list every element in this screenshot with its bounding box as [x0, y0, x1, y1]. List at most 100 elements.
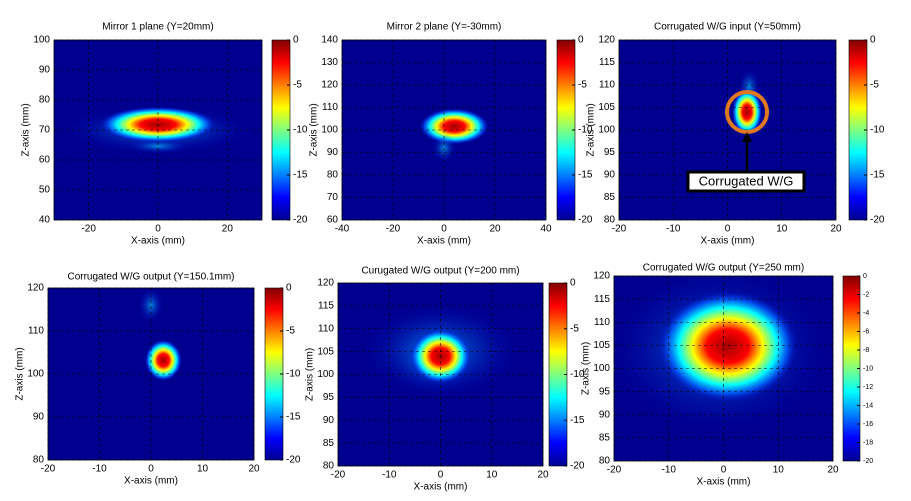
colorbar-tick-label: -15 — [293, 170, 308, 181]
y-tick-label: 60 — [327, 215, 339, 226]
x-tick-label: -40 — [335, 224, 350, 235]
annotation-box — [686, 170, 806, 193]
plot-frame — [337, 282, 544, 467]
x-tick-label: 20 — [537, 470, 549, 481]
x-axis-label: X-axis (mm) — [414, 482, 468, 493]
beam-spot — [144, 339, 182, 381]
x-tick-label: -20 — [81, 224, 96, 235]
y-tick-label: 90 — [33, 412, 45, 423]
annotation: Corrugated W/G — [699, 173, 794, 188]
y-tick-label: 115 — [318, 301, 334, 312]
y-tick-label: 90 — [604, 170, 616, 181]
colorbar-tick-label: -20 — [286, 455, 301, 466]
y-tick-label: 100 — [27, 369, 44, 380]
x-tick-label: 20 — [830, 224, 842, 235]
colorbar-tick-label: -20 — [863, 458, 873, 465]
x-tick-label: 0 — [155, 224, 161, 235]
y-tick-label: 100 — [33, 35, 50, 46]
y-tick-label: 130 — [321, 57, 338, 68]
beam-spot — [138, 288, 164, 323]
beam-spot — [419, 108, 489, 145]
colorbar-tick-label: -14 — [863, 402, 873, 409]
y-axis-label: Z-axis (mm) — [586, 103, 597, 156]
y-tick-label: 105 — [317, 346, 334, 357]
heatmap-field — [731, 68, 763, 136]
y-tick-label: 100 — [317, 369, 334, 380]
y-tick-label: 110 — [599, 80, 615, 91]
colorbar-tick-label: -2 — [863, 291, 869, 298]
x-tick-label: -20 — [41, 464, 56, 475]
plot-frame — [47, 287, 255, 461]
panel-title: Curugated W/G output (Y=200 mm) — [361, 266, 519, 277]
y-tick-label: 80 — [33, 455, 45, 466]
y-axis-label: Z-axis (mm) — [15, 347, 26, 400]
colorbar-tick-label: -4 — [863, 310, 869, 317]
y-tick-label: 100 — [598, 125, 615, 136]
y-tick-label: 85 — [599, 433, 611, 444]
colorbar-tick-label: 0 — [293, 35, 299, 46]
y-tick-label: 105 — [593, 340, 610, 351]
x-tick-label: 0 — [725, 224, 731, 235]
colorbar-tick-label: 0 — [870, 35, 876, 46]
colorbar-tick-label: -15 — [870, 170, 885, 181]
heatmap-field — [138, 288, 182, 381]
x-tick-label: -10 — [662, 465, 677, 476]
colorbar-tick-label: -20 — [870, 215, 885, 226]
plot-frame — [618, 39, 837, 221]
y-tick-label: 120 — [321, 80, 338, 91]
y-tick-label: 95 — [323, 392, 335, 403]
y-tick-label: 90 — [599, 409, 611, 420]
colorbar-tick-label: -6 — [863, 328, 869, 335]
x-tick-label: 40 — [540, 224, 552, 235]
colorbar-tick-label: -20 — [578, 215, 593, 226]
panel-title: Corrugated W/G output (Y=250 mm) — [643, 263, 804, 274]
annotation-arrowhead — [742, 132, 753, 142]
y-tick-label: 85 — [323, 438, 335, 449]
x-axis-label: X-axis (mm) — [131, 236, 185, 247]
x-tick-label: 0 — [721, 465, 727, 476]
heatmap-field — [614, 276, 829, 434]
y-axis-label: Z-axis (mm) — [21, 103, 32, 156]
y-tick-label: 95 — [604, 147, 616, 158]
y-tick-label: 40 — [39, 215, 51, 226]
y-tick-label: 120 — [27, 283, 44, 294]
colorbar-tick-label: -5 — [286, 326, 295, 337]
y-tick-label: 80 — [327, 170, 339, 181]
x-tick-label: -20 — [607, 465, 622, 476]
y-tick-label: 110 — [322, 102, 338, 113]
x-tick-label: -20 — [331, 470, 346, 481]
y-tick-label: 80 — [39, 95, 51, 106]
colorbar-tick-label: -10 — [578, 125, 593, 136]
colorbar-tick-label: -10 — [293, 125, 308, 136]
panel-title: Corrugated W/G output (Y=150.1mm) — [67, 272, 234, 283]
x-tick-label: -10 — [666, 224, 681, 235]
y-tick-label: 115 — [599, 57, 615, 68]
x-tick-label: 0 — [441, 224, 447, 235]
colorbar-tick-label: -16 — [863, 421, 873, 428]
plot-frame — [341, 39, 547, 221]
y-tick-label: 140 — [321, 35, 338, 46]
y-tick-label: 80 — [323, 461, 335, 472]
y-tick-label: 70 — [39, 125, 51, 136]
colorbar-tick-label: -5 — [578, 80, 587, 91]
y-tick-label: 100 — [321, 125, 338, 136]
x-tick-label: 20 — [489, 224, 501, 235]
colorbar-tick-label: -8 — [863, 347, 869, 354]
y-tick-label: 80 — [604, 215, 616, 226]
x-tick-label: -20 — [386, 224, 401, 235]
y-axis-label: Z-axis (mm) — [305, 348, 316, 401]
x-tick-label: 0 — [148, 464, 154, 475]
colorbar-tick-label: -15 — [286, 412, 301, 423]
x-tick-label: -10 — [92, 464, 107, 475]
panel-title: Mirror 1 plane (Y=20mm) — [102, 22, 213, 33]
colorbar-tick-label: -10 — [286, 369, 301, 380]
colorbar-tick-label: 0 — [578, 35, 584, 46]
y-tick-label: 120 — [317, 278, 334, 289]
colorbar-tick-label: -10 — [570, 369, 585, 380]
colorbar-tick-label: 0 — [863, 273, 867, 280]
plot-frame — [53, 39, 263, 221]
panel-title: Mirror 2 plane (Y=-30mm) — [387, 22, 502, 33]
panel-title: Corrugated W/G input (Y=50mm) — [654, 22, 801, 33]
colorbar-tick-label: -5 — [870, 80, 879, 91]
